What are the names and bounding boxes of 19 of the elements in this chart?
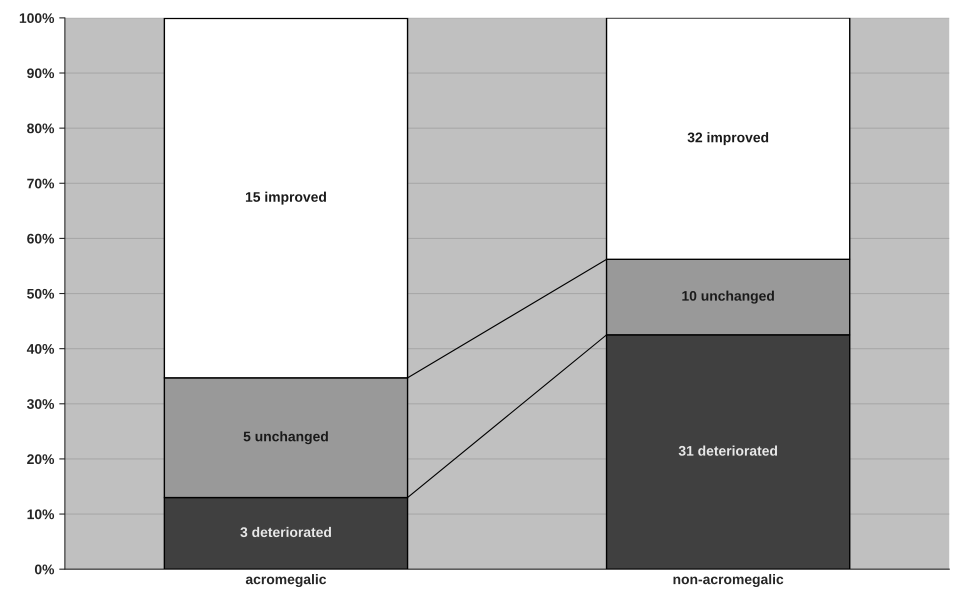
y-tick-label: 60% [27,234,54,244]
y-tick-label: 20% [27,454,54,464]
y-tick-label: 70% [27,178,54,188]
annotation: 15 improved [246,192,326,205]
annotation: 3 deteriorated [240,526,331,538]
x-tick-label: non-acromegalic [673,574,784,588]
y-tick-label: 90% [27,68,54,78]
y-tick-label: 0% [34,564,54,574]
annotation: 31 deteriorated [678,446,778,456]
y-tick-label: 10% [28,509,54,520]
y-tick-label: 80% [27,123,54,134]
y-tick-label: 30% [26,399,54,409]
annotation: 32 improved [688,132,768,146]
annotation: 5 unchanged [244,431,328,444]
y-tick-label: 100% [20,13,54,24]
y-tick-label: 50% [27,288,54,299]
annotation: 10 unchanged [682,290,774,304]
y-tick-label: 40% [26,344,54,354]
x-tick-label: acromegalic [246,574,326,588]
